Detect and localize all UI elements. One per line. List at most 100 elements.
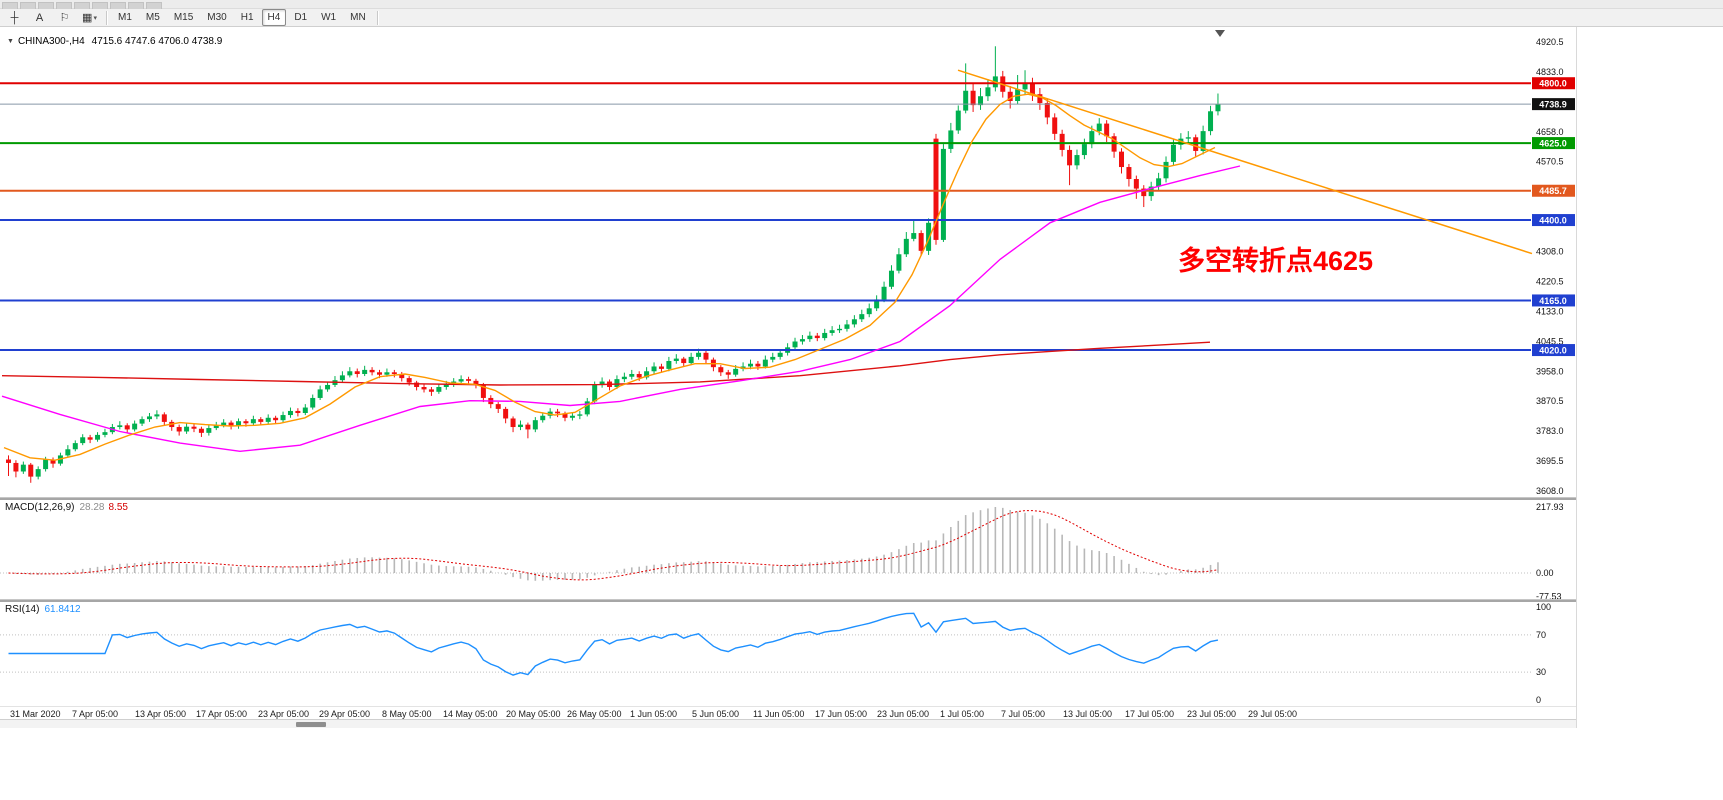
svg-text:3695.5: 3695.5	[1536, 456, 1564, 466]
time-axis-label: 1 Jul 05:00	[940, 709, 985, 719]
macd-main-value: 28.28	[79, 502, 105, 513]
overlays-layer	[1, 69, 1533, 461]
time-axis-label: 17 Jun 05:00	[815, 709, 868, 719]
price-chart-svg: 4920.5 4833.0 4658.0 4570.5 4308.0 4220.5 4133…	[0, 30, 1575, 496]
shapes-button[interactable]: ▦ ▾	[78, 9, 101, 26]
svg-text:217.93: 217.93	[1536, 502, 1564, 512]
svg-text:3870.5: 3870.5	[1536, 396, 1564, 406]
line-studies-group: ┼ A ⚐ ▦ ▾	[2, 9, 102, 26]
timeframe-button-mn[interactable]: MN	[350, 12, 366, 23]
time-axis-label: 13 Apr 05:00	[135, 709, 187, 719]
rsi-pane[interactable]: 100 70 30 0 RSI(14) 61.8412	[0, 602, 1576, 706]
svg-text:4738.9: 4738.9	[1539, 100, 1567, 110]
timeframe-button-m30[interactable]: M30	[207, 12, 227, 23]
time-axis-label: 17 Apr 05:00	[196, 709, 248, 719]
svg-text:3958.0: 3958.0	[1536, 366, 1564, 376]
collapse-triangle-icon[interactable]: ▼	[7, 38, 14, 45]
ohlc-values: 4715.6 4747.6 4706.0 4738.9	[91, 36, 223, 47]
time-axis-label: 5 Jun 05:00	[692, 709, 740, 719]
time-axis-label: 29 Apr 05:00	[319, 709, 371, 719]
time-axis[interactable]: 31 Mar 2020 7 Apr 05:00 13 Apr 05:00 17 Apr…	[0, 706, 1576, 720]
svg-text:4570.5: 4570.5	[1536, 157, 1564, 167]
arrows-icon: ⚐	[59, 12, 70, 24]
rsi-value: 61.8412	[44, 604, 81, 615]
svg-text:4400.0: 4400.0	[1539, 216, 1567, 226]
empty-right-area	[1577, 27, 1723, 800]
macd-histogram	[15, 507, 1219, 581]
pane-separator[interactable]	[0, 599, 1576, 602]
svg-text:70: 70	[1536, 630, 1546, 640]
scrollbar-thumb[interactable]	[296, 722, 326, 727]
svg-text:4658.0: 4658.0	[1536, 127, 1564, 137]
price-axis[interactable]	[1531, 27, 1576, 497]
candles-layer	[6, 46, 1221, 483]
svg-text:100: 100	[1536, 602, 1551, 612]
svg-text:4920.5: 4920.5	[1536, 37, 1564, 47]
crosshair-button[interactable]: ┼	[3, 9, 26, 26]
svg-text:4800.0: 4800.0	[1539, 79, 1567, 89]
svg-text:4220.5: 4220.5	[1536, 276, 1564, 286]
timeframe-button-m15[interactable]: M15	[173, 12, 194, 23]
toolbar-separator	[106, 10, 107, 25]
clipped-icon	[56, 2, 72, 9]
macd-svg: 217.93 0.00 -77.53	[0, 502, 1564, 600]
horizontal-scrollbar[interactable]	[0, 719, 1576, 728]
svg-text:0: 0	[1536, 695, 1541, 705]
clipped-icon	[38, 2, 54, 9]
clipped-icon	[74, 2, 90, 9]
chart-title: ▼ CHINA300-,H4 4715.6 4747.6 4706.0 4738.9	[7, 36, 222, 47]
time-axis-label: 17 Jul 05:00	[1125, 709, 1175, 719]
chevron-down-icon: ▾	[93, 14, 97, 22]
timeframe-button-w1[interactable]: W1	[321, 12, 337, 23]
timeframe-button-h1[interactable]: H1	[240, 12, 254, 23]
rsi-label: RSI(14) 61.8412	[5, 604, 81, 615]
time-axis-label: 23 Jul 05:00	[1187, 709, 1237, 719]
time-axis-label: 29 Jul 05:00	[1248, 709, 1298, 719]
crosshair-icon: ┼	[10, 11, 19, 24]
svg-text:4020.0: 4020.0	[1539, 346, 1567, 356]
clipped-icon	[2, 2, 18, 9]
clipped-icon	[20, 2, 36, 9]
time-axis-label: 7 Jul 05:00	[1001, 709, 1046, 719]
timeframes-group: M1 M5 M15 M30 H1 H4 D1 W1 MN	[111, 9, 373, 26]
time-axis-label: 23 Jun 05:00	[877, 709, 930, 719]
time-axis-label: 13 Jul 05:00	[1063, 709, 1113, 719]
timeframe-button-h4[interactable]: H4	[261, 9, 287, 26]
timeframe-button-d1[interactable]: D1	[294, 12, 308, 23]
timeframe-button-m1[interactable]: M1	[118, 12, 132, 23]
pane-separator[interactable]	[0, 497, 1576, 500]
time-axis-label: 14 May 05:00	[443, 709, 498, 719]
clipped-icon	[92, 2, 108, 9]
shapes-icon: ▦	[82, 12, 93, 24]
arrows-button[interactable]: ⚐	[53, 9, 76, 26]
svg-text:3608.0: 3608.0	[1536, 486, 1564, 496]
svg-text:4165.0: 4165.0	[1539, 296, 1567, 306]
symbol-period-label: CHINA300-,H4	[17, 36, 85, 47]
toolbar: ┼ A ⚐ ▦ ▾ M1 M5 M15 M30 H1 H4 D1 W1 MN	[0, 9, 1723, 27]
svg-text:4133.0: 4133.0	[1536, 306, 1564, 316]
time-axis-label: 20 May 05:00	[506, 709, 561, 719]
rsi-svg: 100 70 30 0	[0, 602, 1551, 705]
svg-text:3783.0: 3783.0	[1536, 426, 1564, 436]
toolbar-separator	[376, 10, 378, 25]
clipped-icon	[110, 2, 126, 9]
macd-pane[interactable]: 217.93 0.00 -77.53 MACD(12,26,9) 28.28 8.55	[0, 500, 1576, 600]
svg-text:4625.0: 4625.0	[1539, 139, 1567, 149]
svg-text:30: 30	[1536, 667, 1546, 677]
svg-text:4045.5: 4045.5	[1536, 336, 1564, 346]
price-chart-pane[interactable]: 4920.5 4833.0 4658.0 4570.5 4308.0 4220.5 4133…	[0, 27, 1576, 497]
rsi-line	[8, 612, 1219, 676]
time-axis-label: 26 May 05:00	[567, 709, 622, 719]
macd-signal-line	[8, 510, 1219, 581]
svg-text:4308.0: 4308.0	[1536, 247, 1564, 257]
svg-text:4485.7: 4485.7	[1539, 186, 1567, 196]
time-axis-label: 31 Mar 2020	[10, 709, 61, 719]
timeframe-button-m5[interactable]: M5	[145, 12, 160, 23]
time-axis-label: 11 Jun 05:00	[753, 709, 805, 719]
horizontal-levels-layer	[0, 82, 1531, 352]
time-axis-label: 7 Apr 05:00	[72, 709, 119, 719]
text-label-button[interactable]: A	[28, 9, 51, 26]
chart-window: 4920.5 4833.0 4658.0 4570.5 4308.0 4220.5 4133…	[0, 27, 1577, 728]
chart-annotation-text[interactable]: 多空转折点4625	[1178, 246, 1374, 276]
macd-label: MACD(12,26,9) 28.28 8.55	[5, 502, 128, 513]
